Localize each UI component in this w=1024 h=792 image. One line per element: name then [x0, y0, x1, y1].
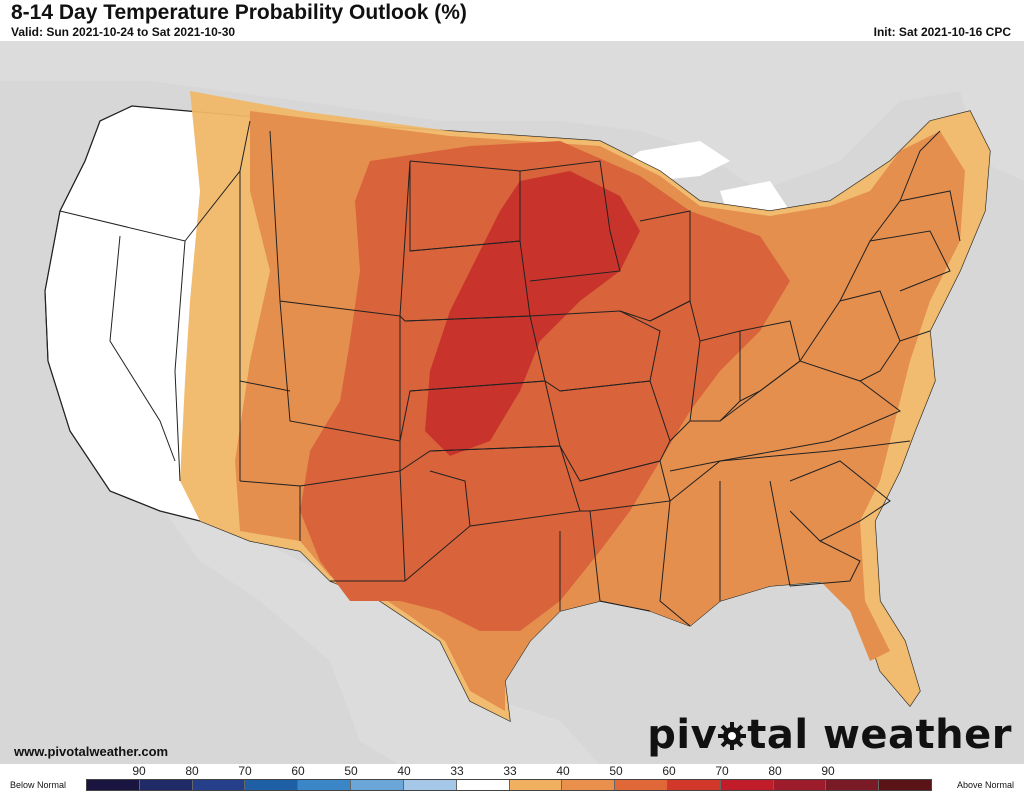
legend-tick: 70: [238, 764, 252, 778]
legend-swatch: [455, 780, 509, 790]
page-title: 8-14 Day Temperature Probability Outlook…: [11, 1, 467, 24]
legend-ticks: 90 80 70 60 50 40 33 33 40 50 60 70 80 9…: [0, 764, 1024, 778]
legend-swatch: [297, 780, 351, 790]
gear-icon: [718, 722, 747, 750]
site-url[interactable]: www.pivotalweather.com: [14, 744, 169, 759]
legend-above-normal: Above Normal: [956, 780, 1014, 790]
legend-swatch: [508, 780, 562, 790]
legend-tick: 50: [344, 764, 358, 778]
legend-swatch: [402, 780, 456, 790]
legend-tick: 40: [397, 764, 411, 778]
color-legend: 90 80 70 60 50 40 33 33 40 50 60 70 80 9…: [0, 764, 1024, 792]
legend-below-normal: Below Normal: [10, 780, 67, 790]
legend-swatch: [719, 780, 773, 790]
legend-swatch: [614, 780, 667, 790]
legend-tick: 80: [768, 764, 782, 778]
prob-above-70: [425, 171, 640, 456]
legend-swatch: [772, 780, 826, 790]
outlook-map[interactable]: [0, 41, 1024, 765]
legend-tick: 40: [556, 764, 570, 778]
legend-swatch: [350, 780, 403, 790]
brand-text-left: piv: [647, 712, 718, 758]
legend-tick: 60: [291, 764, 305, 778]
legend-tick: 80: [185, 764, 199, 778]
valid-period: Valid: Sun 2021-10-24 to Sat 2021-10-30: [11, 25, 236, 39]
legend-tick: 60: [662, 764, 676, 778]
brand-text-right: tal weather: [747, 712, 1012, 758]
brand-logo: piv tal weather: [647, 712, 1012, 758]
legend-tick: 50: [609, 764, 623, 778]
prob-above-60: [300, 141, 790, 631]
state-borders: [44, 105, 961, 627]
legend-tick: 90: [821, 764, 835, 778]
init-time: Init: Sat 2021-10-16 CPC: [873, 25, 1011, 39]
legend-tick: 90: [132, 764, 146, 778]
legend-swatch: [878, 780, 931, 790]
legend-swatch: [825, 780, 879, 790]
legend-tick: 70: [715, 764, 729, 778]
legend-tick: 33: [503, 764, 517, 778]
legend-swatch: [138, 780, 192, 790]
legend-swatch: [191, 780, 245, 790]
legend-swatch: [666, 780, 720, 790]
map-svg: [0, 41, 1024, 765]
legend-swatch: [244, 780, 298, 790]
legend-swatch: [87, 780, 139, 790]
header: 8-14 Day Temperature Probability Outlook…: [0, 0, 1024, 40]
legend-color-bar: [86, 779, 932, 791]
legend-swatch: [561, 780, 615, 790]
legend-tick: 33: [450, 764, 464, 778]
